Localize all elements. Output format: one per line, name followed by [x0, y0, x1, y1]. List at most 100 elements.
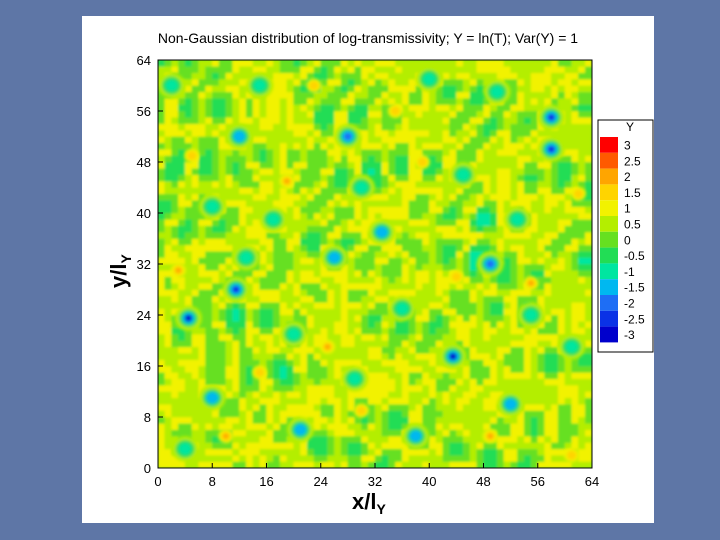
field-cell — [503, 435, 511, 443]
field-cell — [435, 174, 444, 182]
field-cell — [449, 60, 457, 67]
field-cell — [395, 429, 403, 437]
field-cell — [327, 308, 335, 316]
field-cell — [530, 155, 538, 163]
field-cell — [381, 321, 389, 328]
field-cell — [557, 461, 566, 468]
field-cell — [462, 276, 471, 284]
field-cell — [517, 238, 525, 246]
field-cell — [429, 123, 437, 131]
field-cell — [523, 435, 532, 443]
field-cell — [401, 257, 410, 265]
field-cell — [429, 321, 437, 328]
field-cell — [164, 219, 172, 226]
field-cell — [225, 270, 233, 277]
field-cell — [551, 187, 559, 195]
field-cell — [286, 435, 294, 443]
field-cell — [517, 136, 525, 144]
field-cell — [503, 429, 511, 437]
field-cell — [259, 117, 267, 124]
field-cell — [503, 98, 511, 105]
field-cell — [368, 85, 376, 93]
field-cell — [239, 423, 247, 430]
field-cell — [557, 455, 566, 462]
field-cell — [388, 282, 396, 290]
field-cell — [551, 423, 559, 430]
field-cell — [300, 212, 308, 220]
field-cell — [544, 289, 552, 297]
low-spot — [567, 343, 576, 351]
field-cell — [259, 142, 267, 150]
field-cell — [490, 129, 498, 137]
field-cell — [198, 455, 206, 462]
field-cell — [239, 98, 247, 105]
field-cell — [544, 435, 552, 443]
field-cell — [266, 174, 274, 182]
field-cell — [191, 231, 199, 239]
field-cell — [571, 295, 579, 303]
field-cell — [205, 321, 213, 328]
field-cell — [198, 378, 206, 386]
field-cell — [435, 340, 444, 348]
field-cell — [300, 282, 308, 290]
field-cell — [388, 91, 396, 99]
field-cell — [205, 308, 213, 316]
field-cell — [361, 461, 369, 468]
field-cell — [395, 161, 403, 169]
field-cell — [198, 327, 206, 335]
field-cell — [239, 372, 247, 379]
field-cell — [530, 174, 538, 182]
field-cell — [300, 129, 308, 137]
field-cell — [368, 200, 376, 207]
field-cell — [306, 378, 315, 386]
field-cell — [374, 110, 382, 118]
field-cell — [564, 372, 572, 379]
field-cell — [510, 104, 518, 112]
field-cell — [523, 442, 532, 450]
field-cell — [503, 448, 511, 456]
field-cell — [232, 359, 240, 367]
field-cell — [361, 397, 369, 405]
field-cell — [449, 289, 457, 297]
field-cell — [178, 333, 186, 341]
field-cell — [456, 155, 464, 163]
field-cell — [388, 149, 396, 156]
field-cell — [340, 187, 349, 195]
field-cell — [564, 104, 572, 112]
field-cell — [259, 104, 267, 112]
field-cell — [306, 282, 315, 290]
field-cell — [422, 270, 430, 277]
field-cell — [462, 416, 471, 424]
field-cell — [300, 123, 308, 131]
field-cell — [279, 206, 288, 214]
field-cell — [266, 448, 274, 456]
field-cell — [442, 206, 450, 214]
field-cell — [313, 455, 321, 462]
field-cell — [164, 410, 172, 418]
field-cell — [320, 461, 328, 468]
field-cell — [245, 180, 254, 188]
field-cell — [178, 384, 186, 392]
field-cell — [422, 384, 430, 392]
low-spot — [506, 400, 515, 408]
field-cell — [320, 149, 328, 156]
field-cell — [259, 302, 267, 309]
field-cell — [496, 66, 505, 73]
field-cell — [245, 225, 254, 233]
field-cell — [469, 60, 477, 67]
field-cell — [158, 340, 165, 348]
field-cell — [205, 314, 213, 322]
field-cell — [429, 225, 437, 233]
field-cell — [544, 302, 552, 309]
field-cell — [551, 257, 559, 265]
field-cell — [429, 149, 437, 156]
field-cell — [496, 129, 505, 137]
field-cell — [306, 302, 315, 309]
field-cell — [293, 161, 301, 169]
field-cell — [469, 72, 477, 80]
field-cell — [523, 251, 532, 258]
field-cell — [327, 225, 335, 233]
field-cell — [320, 289, 328, 297]
field-cell — [530, 423, 538, 430]
field-cell — [537, 257, 545, 265]
